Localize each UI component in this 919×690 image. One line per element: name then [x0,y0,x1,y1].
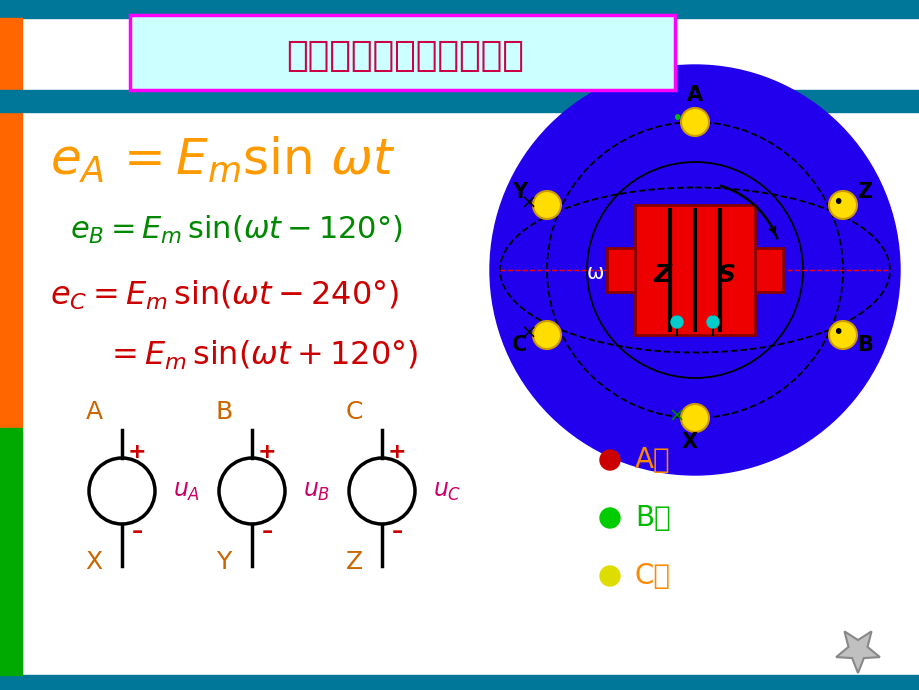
Bar [0,90,919,112]
Bar [0,0,919,18]
Circle shape [828,191,857,219]
Circle shape [532,191,561,219]
Circle shape [490,65,899,475]
Circle shape [599,508,619,528]
Text: +: + [387,442,406,462]
Text: ×: × [520,324,537,342]
Circle shape [680,108,709,136]
Text: $u_C$: $u_C$ [433,479,461,503]
Text: A: A [686,85,702,105]
Circle shape [599,450,619,470]
Text: $\mathit{e_C} = E_m\, \sin(\omega t - 240°)$: $\mathit{e_C} = E_m\, \sin(\omega t - 24… [50,278,399,312]
Text: $u_A$: $u_A$ [173,479,200,503]
Text: X: X [681,432,698,452]
Circle shape [532,321,561,349]
Text: $u_B$: $u_B$ [302,479,330,503]
Text: B: B [857,335,872,355]
Text: Y: Y [512,182,527,202]
Text: Z: Z [345,550,362,574]
Text: ×: × [668,406,685,426]
Text: •: • [832,324,843,342]
Text: –: – [261,522,272,542]
Text: +: + [257,442,276,462]
Bar [607,248,634,292]
Text: ω: ω [585,263,603,283]
FancyBboxPatch shape [634,205,754,335]
Circle shape [828,321,857,349]
Text: S: S [717,263,735,287]
Text: Z: Z [653,263,672,287]
Bar [0,675,919,690]
Text: A: A [85,400,102,424]
Circle shape [706,316,719,328]
Text: B相: B相 [634,504,670,532]
Bar [754,248,782,292]
Text: Y: Y [216,550,232,574]
Text: $e_B = E_m\, \sin(\omega t - 120°)$: $e_B = E_m\, \sin(\omega t - 120°)$ [70,214,403,246]
Circle shape [680,404,709,432]
Polygon shape [835,631,879,673]
Text: •: • [832,193,843,213]
FancyBboxPatch shape [130,15,675,90]
Bar [0,18,22,428]
Bar [0,428,22,675]
Text: +: + [128,442,146,462]
Circle shape [670,316,682,328]
Text: C: C [512,335,528,355]
Text: A相: A相 [634,446,670,474]
Text: ×: × [520,193,537,213]
Text: 三相对称电动势的表达式: 三相对称电动势的表达式 [286,39,523,73]
Text: Z: Z [857,182,871,202]
Text: C: C [345,400,362,424]
Text: $e_A\/ = E_m \sin\, \omega t$: $e_A\/ = E_m \sin\, \omega t$ [50,135,395,185]
Text: –: – [391,522,403,542]
Text: B: B [215,400,233,424]
Text: X: X [85,550,102,574]
Circle shape [599,566,619,586]
Text: C相: C相 [634,562,670,590]
Text: –: – [131,522,142,542]
Text: $= E_m\, \sin(\omega t + 120°)$: $= E_m\, \sin(\omega t + 120°)$ [105,338,417,372]
Text: •: • [671,110,682,128]
